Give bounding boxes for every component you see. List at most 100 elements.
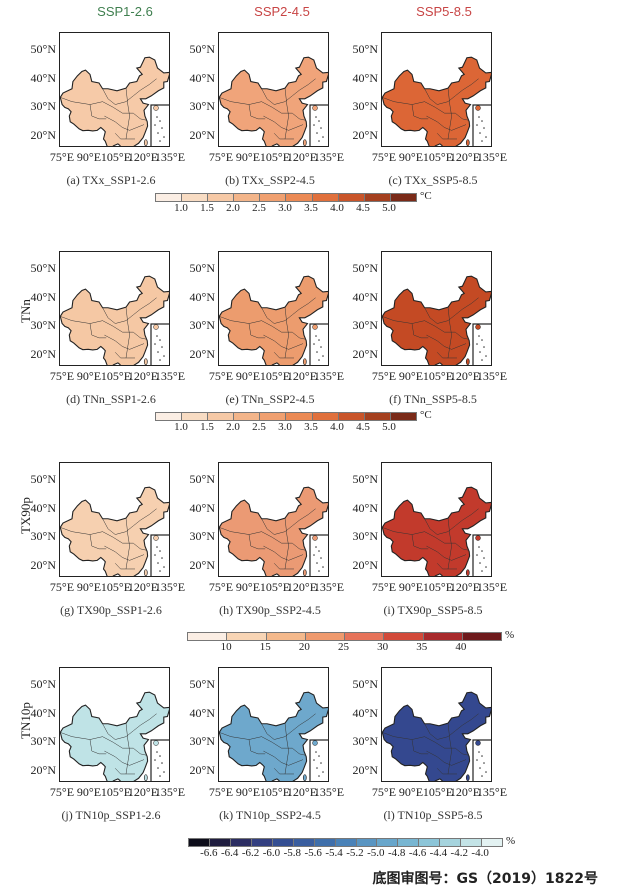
province-boundary (115, 768, 135, 775)
lon-tick-label: 105°E (100, 580, 132, 594)
china-map (382, 486, 491, 576)
south-china-sea-inset (309, 104, 328, 146)
province-boundary (426, 545, 467, 561)
colorbar-unit: °C (420, 409, 432, 421)
province-boundary (263, 334, 304, 350)
province-boundary (125, 518, 130, 570)
colorbar-tick-label: 4.5 (356, 202, 370, 214)
island (143, 774, 148, 781)
colorbar-segment (266, 633, 306, 640)
province-boundary (125, 307, 130, 359)
lon-tick-label: 135°E (154, 369, 186, 383)
lat-tick-label: 20°N (352, 763, 378, 778)
province-boundary (104, 334, 145, 350)
province-boundary (424, 78, 479, 105)
lat-tick-label: 40°N (352, 70, 378, 85)
island (143, 139, 148, 146)
colorbar-segment (260, 194, 287, 201)
lon-tick-label: 90°E (398, 369, 424, 383)
lat-tick-label: 50°N (189, 677, 215, 691)
province-boundary (104, 750, 145, 766)
panel-caption: (a) TXx_SSP1-2.6 (66, 173, 156, 187)
lon-tick-label: 120°E (127, 580, 159, 594)
province-boundary (263, 750, 304, 766)
province-boundary (60, 732, 147, 756)
lat-tick-label: 30°N (189, 734, 215, 749)
province-boundary (426, 115, 467, 131)
colorbar-tick-label: 2.5 (252, 421, 266, 433)
south-china-sea-inset (309, 739, 328, 781)
lat-tick-label: 50°N (189, 472, 215, 486)
lat-tick-label: 50°N (189, 42, 215, 56)
province-boundary (261, 297, 316, 324)
colorbar-tick-label: 3.5 (304, 421, 318, 433)
china-map (219, 275, 328, 365)
lon-tick-label: 90°E (235, 785, 261, 799)
province-boundary (102, 78, 157, 105)
china-map (60, 275, 169, 365)
lon-tick-label: 120°E (286, 369, 318, 383)
island (302, 139, 307, 146)
lon-tick-label: 90°E (76, 150, 102, 164)
lat-tick-label: 30°N (352, 318, 378, 333)
colorbar-tick-label: -5.4 (325, 847, 343, 859)
colorbar-tick-label: 1.0 (174, 202, 188, 214)
colorbar-segment (384, 633, 424, 640)
province-boundary (424, 713, 479, 740)
lat-tick-label: 30°N (30, 318, 56, 333)
lat-tick-label: 40°N (352, 289, 378, 304)
province-boundary (437, 133, 457, 140)
lon-tick-label: 75°E (49, 150, 75, 164)
colorbar-tick-label: 4.5 (356, 421, 370, 433)
lon-tick-label: 120°E (286, 150, 318, 164)
province-boundary (248, 534, 266, 550)
lon-tick-label: 105°E (100, 369, 132, 383)
colorbar-segment (314, 839, 336, 846)
lon-tick-label: 90°E (235, 369, 261, 383)
lat-tick-label: 50°N (30, 677, 56, 691)
province-boundary (248, 323, 266, 339)
colorbar-tick-label: -4.4 (429, 847, 448, 859)
province-boundary (382, 527, 469, 551)
lon-tick-label: 105°E (422, 785, 454, 799)
colorbar (155, 412, 417, 421)
colorbar-tick-label: -5.2 (346, 847, 364, 859)
province-boundary (89, 104, 107, 120)
lat-tick-label: 40°N (352, 705, 378, 720)
lon-tick-label: 120°E (449, 785, 481, 799)
panel-caption: (e) TNn_SSP2-4.5 (225, 392, 315, 406)
south-china-sea-inset (309, 323, 328, 365)
south-china-sea-inset (472, 534, 491, 576)
province-boundary (219, 316, 306, 340)
province-boundary (89, 534, 107, 550)
lon-tick-label: 135°E (313, 785, 345, 799)
province-boundary (115, 352, 135, 359)
lon-tick-label: 120°E (286, 785, 318, 799)
lat-tick-label: 30°N (30, 734, 56, 749)
province-boundary (437, 352, 457, 359)
lat-tick-label: 20°N (30, 763, 56, 778)
colorbar-tick-label: -6.0 (262, 847, 281, 859)
colorbar-tick-label: 10 (220, 641, 232, 653)
south-china-sea-inset (150, 739, 169, 781)
china-outline (219, 486, 328, 576)
province-boundary (60, 316, 147, 340)
province-boundary (424, 297, 479, 324)
province-boundary (261, 508, 316, 535)
colorbar-segment (356, 839, 378, 846)
panel-caption: (k) TN10p_SSP2-4.5 (219, 808, 321, 822)
map-approval-number: 底图审图号：GS（2019）1822号 (372, 871, 598, 887)
lat-tick-label: 50°N (30, 261, 56, 275)
province-boundary (248, 739, 266, 755)
lat-tick-label: 40°N (189, 500, 215, 515)
china-map (219, 486, 328, 576)
lat-tick-label: 30°N (30, 99, 56, 114)
lon-tick-label: 75°E (208, 785, 234, 799)
lat-tick-label: 40°N (30, 289, 56, 304)
lon-tick-label: 75°E (371, 785, 397, 799)
lat-tick-label: 20°N (30, 128, 56, 143)
panel-caption: (f) TNn_SSP5-8.5 (389, 392, 477, 406)
colorbar (188, 838, 503, 847)
map-panel (218, 462, 329, 577)
lon-tick-label: 90°E (398, 785, 424, 799)
